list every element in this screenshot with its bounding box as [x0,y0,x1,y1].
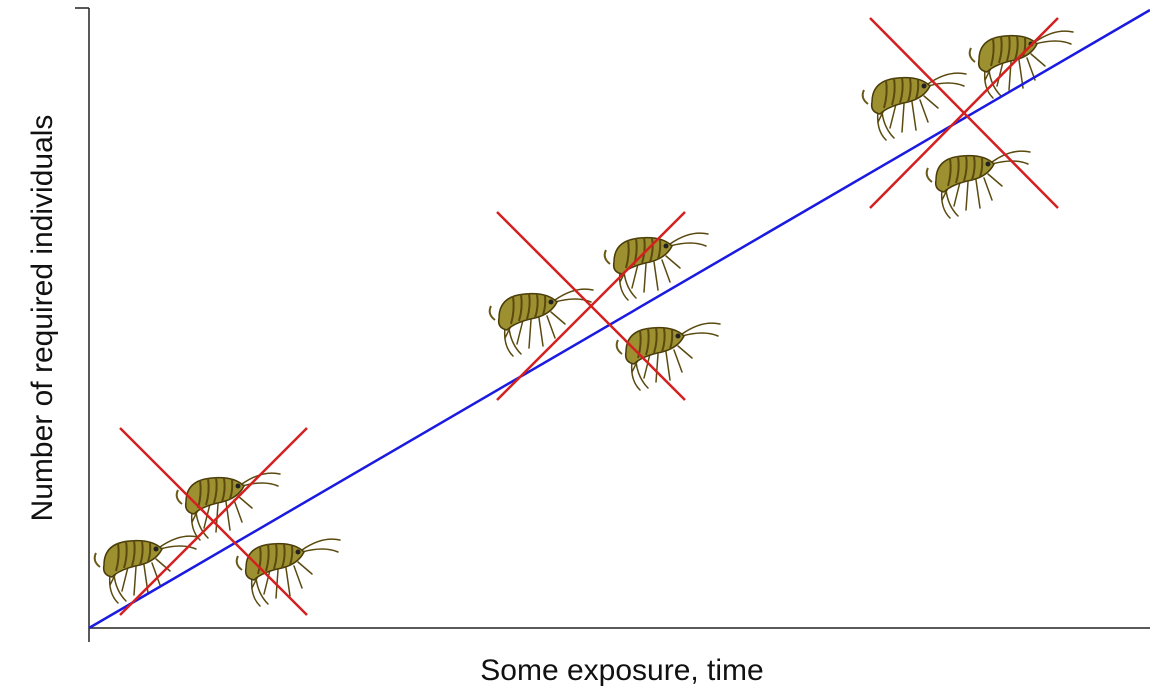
trend-line [88,8,1150,630]
amphipod [93,535,199,604]
amphipod [603,232,709,301]
amphipod [488,288,594,357]
cross-stroke [496,211,686,401]
amphipods [93,30,1074,607]
x-axis-label: Some exposure, time [480,654,763,687]
cross-stroke [119,427,308,616]
axes [75,7,1150,642]
amphipod [861,72,967,141]
crosses [119,17,1059,616]
cross-stroke [869,17,1059,209]
amphipod [925,150,1031,219]
amphipod [615,322,721,391]
y-axis-label: Number of required individuals [26,115,59,522]
